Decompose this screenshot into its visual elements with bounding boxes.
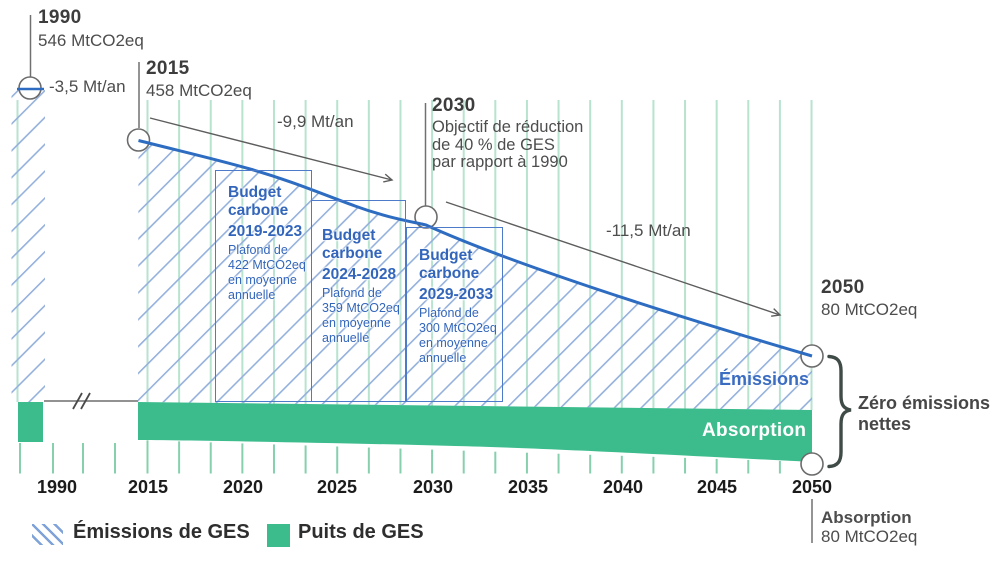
axis-label-1990: 1990 [36,477,78,497]
carbon-budget-box-2024-2028: Budget carbone 2024-2028 Plafond de 359 … [311,200,406,402]
budget-period: 2019-2023 [228,223,303,240]
budget-detail: Plafond de 422 MtCO2eq en moyenne annuel… [228,243,306,302]
budget-period: 2029-2033 [419,286,494,303]
emissions-area-label: Émissions [719,369,810,389]
budget-title: Budget carbone [419,247,480,282]
axis-label-2050: 2050 [791,477,833,497]
marker-2050-absorption [800,452,824,476]
axis-label-2015: 2015 [127,477,169,497]
milestone-1990-year: 1990 [38,7,82,28]
axis-break-slash [72,392,83,410]
axis-label-2020: 2020 [222,477,264,497]
absorption-block-1990 [18,402,43,442]
legend-sinks-swatch [267,524,290,547]
milestone-2015-year: 2015 [146,58,190,79]
absorption-2050-title: Absorption [821,508,912,527]
milestone-2030-year: 2030 [432,95,476,116]
milestone-2050-value: 80 MtCO2eq [821,300,918,319]
milestone-1990-value: 546 MtCO2eq [38,31,144,50]
budget-period: 2024-2028 [322,266,397,283]
rate-arrow-2030-2050 [445,201,782,317]
emissions-area-1990 [11,90,45,402]
zero-net-label: Zéro émissions nettes [858,393,991,434]
rate-label-1990-2015: -3,5 Mt/an [49,77,126,96]
budget-detail: Plafond de 359 MtCO2eq en moyenne annuel… [322,286,400,345]
budget-detail: Plafond de 300 MtCO2eq en moyenne annuel… [419,306,497,365]
carbon-budget-box-2029-2033: Budget carbone 2029-2033 Plafond de 300 … [406,227,503,402]
milestone-2030-note-line1: Objectif de réduction [432,118,584,136]
legend-sinks-label: Puits de GES [298,521,424,543]
axis-label-2035: 2035 [507,477,549,497]
absorption-band [138,402,812,462]
axis-ticks [19,440,813,474]
emissions-area [138,140,812,410]
rate-label-2015-2030: -9,9 Mt/an [277,112,354,131]
rate-arrow-2015-2030 [149,117,394,183]
milestone-2030-note-line2: de 40 % de GES [432,135,555,154]
budget-title: Budget carbone [228,184,289,219]
legend-emissions-label: Émissions de GES [73,521,250,543]
axis-break-slash [80,392,91,410]
rate-label-2030-2050: -11,5 Mt/an [606,221,691,240]
marker-2015 [126,128,151,152]
milestone-2050-year: 2050 [821,277,865,298]
axis-label-2045: 2045 [696,477,738,497]
axis-label-2040: 2040 [602,477,644,497]
axis-label-2025: 2025 [316,477,358,497]
carbon-budget-box-2019-2023: Budget carbone 2019-2023 Plafond de 422 … [215,170,312,402]
emissions-curve [138,139,813,358]
axis-label-2030: 2030 [412,477,454,497]
absorption-band-label: Absorption [702,420,807,441]
budget-title: Budget carbone [322,227,383,262]
zero-net-brace [827,354,852,469]
absorption-2050-value: 80 MtCO2eq [821,527,918,546]
milestone-2015-value: 458 MtCO2eq [146,81,252,100]
legend-emissions-swatch [32,524,63,545]
milestone-2030-note-line3: par rapport à 1990 [432,153,568,171]
